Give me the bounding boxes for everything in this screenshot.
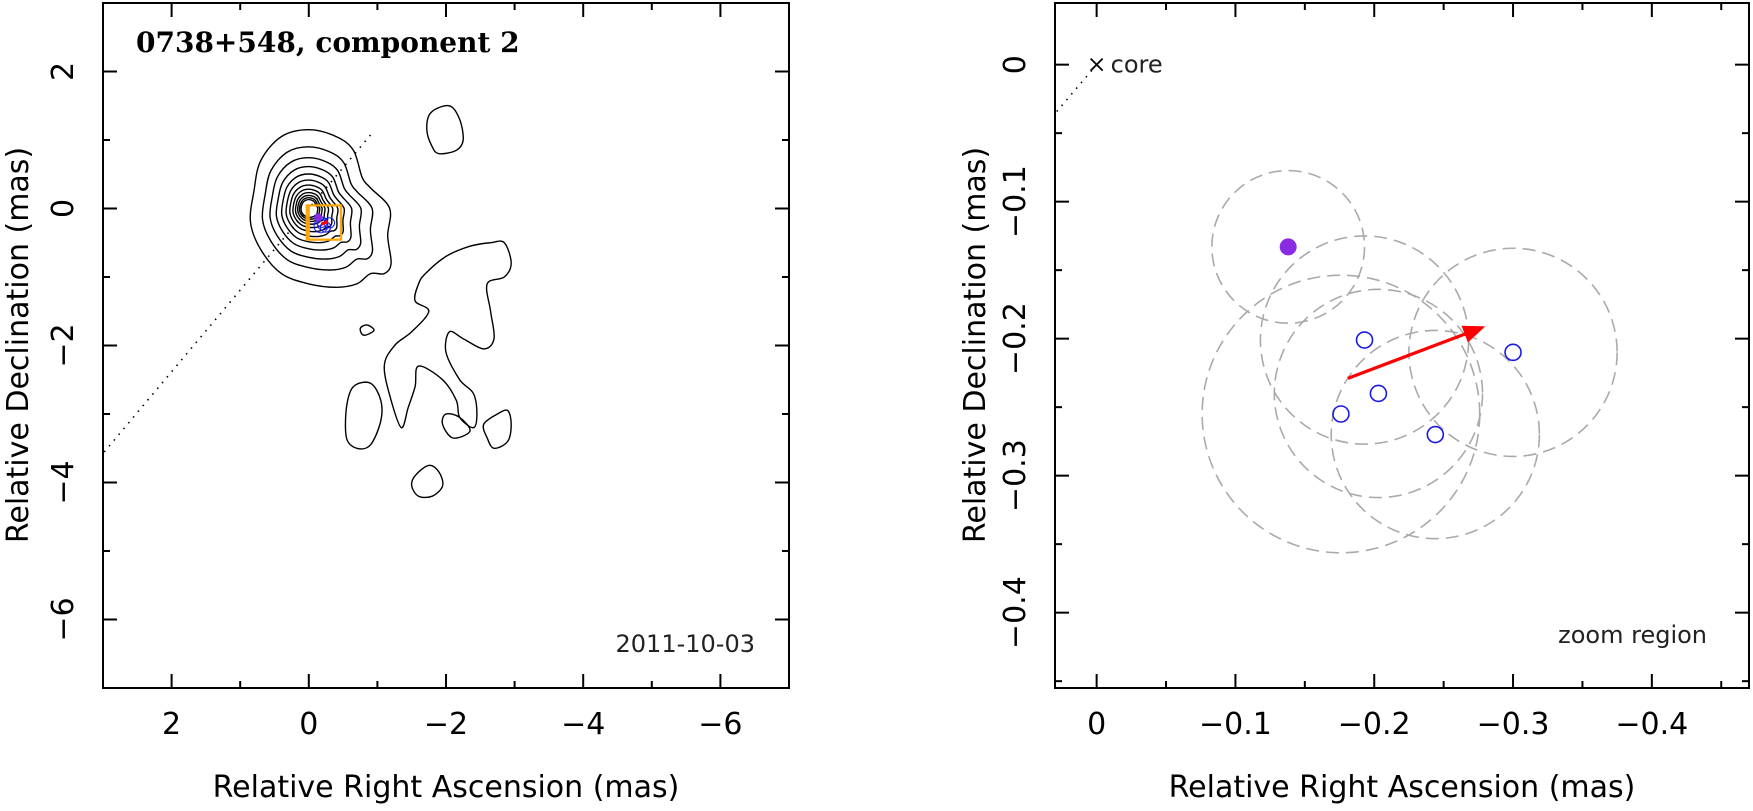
contour-level-5 (280, 173, 346, 244)
right-core-label: core (1111, 51, 1163, 79)
right-component-points (1279, 238, 1522, 444)
contour-level-6 (285, 179, 339, 238)
right-zoom-region-label: zoom region (1558, 621, 1707, 649)
right-trajectory-line (1054, 64, 1098, 115)
dashed-uncertainty-circle-6 (1408, 247, 1618, 458)
left-y-tick-label: −6 (46, 597, 81, 641)
motion-arrow-head (1461, 325, 1486, 343)
left-y-tick-label: −4 (46, 460, 81, 504)
contour-island-2 (383, 240, 512, 429)
component-position-point-4 (1426, 425, 1445, 444)
motion-arrow-shaft (1347, 332, 1466, 380)
left-x-tick-label: −2 (424, 707, 468, 742)
left-contour-islands (344, 104, 512, 499)
component-position-point-5 (1504, 343, 1522, 362)
left-x-tick-label: −4 (561, 707, 605, 742)
right-motion-arrow (1347, 325, 1486, 380)
left-x-tick-labels: 2 0 −2 −4 −6 (162, 707, 742, 742)
component-position-point-3 (1332, 405, 1350, 423)
right-panel-zoom: core zoom region 0 −0.1 −0.2 −0.3 −0.4 0 −0.1… (958, 2, 1750, 805)
left-y-axis-label: Relative Declination (mas) (1, 147, 36, 543)
right-x-tick-labels: 0 −0.1 −0.2 −0.3 −0.4 (1087, 707, 1688, 742)
contour-island-5 (482, 409, 512, 450)
right-y-axis-label: Relative Declination (mas) (958, 147, 993, 543)
right-dashed-circles (1201, 169, 1618, 554)
contour-island-7 (359, 324, 375, 336)
left-zoom-box-markers (307, 205, 336, 240)
right-x-tick-label: −0.4 (1615, 707, 1688, 742)
right-y-tick-label: 0 (998, 55, 1033, 74)
right-y-tick-label: −0.3 (998, 439, 1033, 512)
right-x-axis-label: Relative Right Ascension (mas) (1169, 770, 1636, 805)
contour-level-1 (249, 128, 392, 289)
right-plot-frame (1054, 2, 1750, 689)
right-x-tick-label: −0.3 (1477, 707, 1550, 742)
left-y-tick-label: 2 (46, 62, 81, 81)
contour-island-1 (426, 104, 464, 155)
contour-level-2 (261, 146, 374, 271)
left-epoch-label: 2011-10-03 (616, 630, 755, 658)
left-tick-marks (103, 3, 789, 688)
right-tick-marks (1055, 3, 1749, 688)
right-y-tick-label: −0.4 (998, 576, 1033, 649)
contour-level-9 (294, 191, 326, 225)
left-zoom-box (305, 204, 343, 241)
right-y-tick-label: −0.2 (998, 302, 1033, 375)
zoom-box-filled-point (314, 213, 323, 222)
contour-level-3 (269, 156, 363, 260)
dashed-uncertainty-circle-2 (1259, 235, 1470, 445)
left-y-tick-label: −2 (46, 323, 81, 367)
left-trajectory-line (102, 134, 372, 454)
component-position-point-1 (1355, 331, 1374, 349)
left-title: 0738+548, component 2 (136, 26, 520, 59)
right-y-tick-labels: 0 −0.1 −0.2 −0.3 −0.4 (998, 55, 1033, 649)
right-core-marker (1090, 58, 1104, 72)
core-cross-stroke-b (1090, 58, 1104, 72)
left-panel-contour-map: 2 0 −2 −4 −6 20−2−4−6 0738+548, component 2 … (1, 2, 790, 805)
right-y-tick-label: −0.1 (998, 165, 1033, 238)
dashed-uncertainty-circle-5 (1330, 329, 1541, 540)
left-y-tick-labels: 2 0 −2 −4 −6 (46, 62, 81, 642)
left-x-axis-label: Relative Right Ascension (mas) (213, 770, 680, 805)
contour-level-4 (275, 165, 353, 251)
contour-island-3 (344, 381, 383, 450)
zoom-box-arrow (320, 220, 329, 226)
right-x-tick-label: 0 (1087, 707, 1106, 742)
contour-island-4 (410, 464, 444, 499)
left-y-tick-label: 0 (46, 199, 81, 218)
left-contour-layer (249, 128, 392, 289)
left-x-tick-label: −6 (698, 707, 742, 742)
contour-level-7 (289, 184, 334, 233)
dashed-uncertainty-circle-3 (1273, 288, 1484, 499)
right-x-tick-label: −0.2 (1338, 707, 1411, 742)
contour-island-6 (441, 412, 471, 439)
component-position-point-2 (1369, 384, 1388, 403)
right-x-tick-label: −0.1 (1199, 707, 1272, 742)
left-x-tick-label: 0 (299, 707, 318, 742)
filled-position-point (1279, 238, 1297, 256)
dashed-uncertainty-circle-4 (1201, 274, 1481, 554)
left-x-tick-label: 2 (162, 707, 181, 742)
